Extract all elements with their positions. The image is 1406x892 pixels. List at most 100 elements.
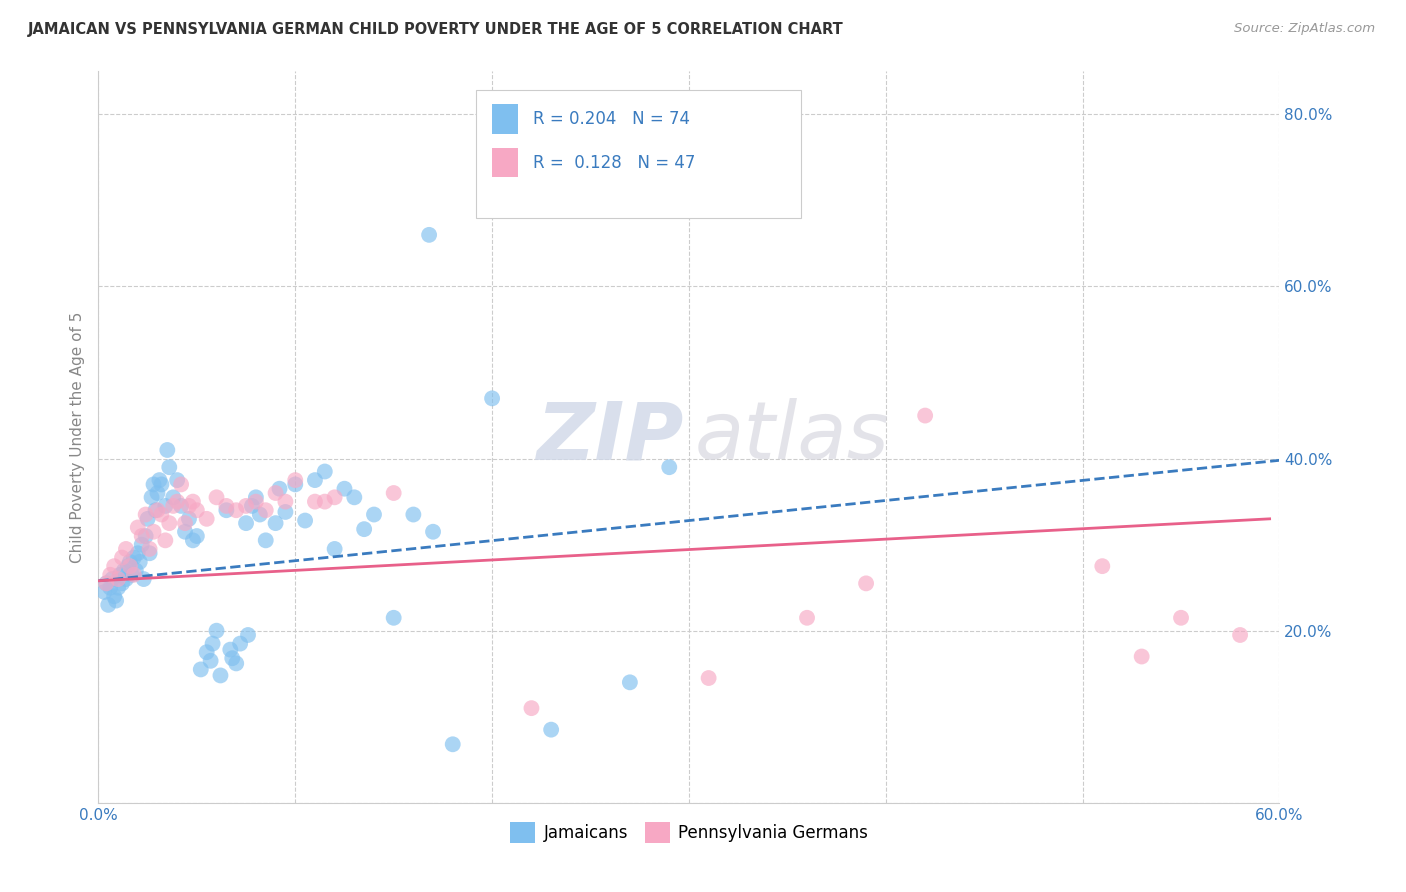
- Point: [111, 550, 134, 565]
- Point: [142, 524, 165, 539]
- Point: [150, 477, 173, 491]
- Text: atlas: atlas: [695, 398, 890, 476]
- Point: [201, 637, 224, 651]
- Point: [1170, 611, 1192, 625]
- Point: [264, 516, 287, 530]
- Bar: [492, 148, 517, 178]
- Point: [225, 503, 247, 517]
- Point: [146, 503, 169, 517]
- Point: [304, 473, 326, 487]
- Point: [107, 581, 129, 595]
- Point: [98, 581, 121, 595]
- Point: [166, 473, 188, 487]
- Point: [156, 442, 179, 457]
- Text: Source: ZipAtlas.com: Source: ZipAtlas.com: [1234, 22, 1375, 36]
- Point: [103, 589, 125, 603]
- Point: [136, 512, 159, 526]
- Text: R =  0.128   N = 47: R = 0.128 N = 47: [533, 153, 696, 172]
- Point: [249, 508, 271, 522]
- Point: [174, 524, 197, 539]
- Point: [284, 473, 307, 487]
- Point: [235, 516, 257, 530]
- Point: [101, 572, 124, 586]
- Point: [333, 482, 356, 496]
- Point: [540, 723, 562, 737]
- Point: [215, 503, 238, 517]
- Point: [235, 499, 257, 513]
- Point: [115, 541, 138, 556]
- Point: [103, 559, 125, 574]
- Point: [138, 546, 160, 560]
- Point: [314, 465, 336, 479]
- Point: [117, 559, 139, 574]
- Y-axis label: Child Poverty Under the Age of 5: Child Poverty Under the Age of 5: [69, 311, 84, 563]
- Point: [240, 499, 263, 513]
- Point: [304, 494, 326, 508]
- Point: [145, 503, 167, 517]
- Point: [914, 409, 936, 423]
- Text: JAMAICAN VS PENNSYLVANIA GERMAN CHILD POVERTY UNDER THE AGE OF 5 CORRELATION CHA: JAMAICAN VS PENNSYLVANIA GERMAN CHILD PO…: [28, 22, 844, 37]
- Point: [162, 491, 184, 505]
- Point: [855, 576, 877, 591]
- Point: [229, 637, 252, 651]
- Point: [254, 533, 277, 548]
- Point: [195, 645, 218, 659]
- Point: [122, 550, 145, 565]
- Point: [186, 503, 208, 517]
- Point: [111, 576, 134, 591]
- Point: [125, 564, 148, 578]
- Point: [205, 624, 228, 638]
- Point: [96, 576, 118, 591]
- Point: [127, 520, 149, 534]
- Point: [245, 494, 267, 508]
- Point: [150, 508, 173, 522]
- Point: [170, 477, 193, 491]
- Point: [225, 657, 247, 671]
- Point: [132, 572, 155, 586]
- Point: [155, 499, 177, 513]
- Point: [205, 491, 228, 505]
- Point: [170, 499, 193, 513]
- Point: [98, 567, 121, 582]
- Point: [138, 541, 160, 556]
- Point: [418, 227, 440, 242]
- Text: ZIP: ZIP: [536, 398, 683, 476]
- Point: [619, 675, 641, 690]
- Point: [284, 477, 307, 491]
- Point: [146, 486, 169, 500]
- Text: R = 0.204   N = 74: R = 0.204 N = 74: [533, 110, 690, 128]
- Point: [121, 567, 143, 582]
- Point: [148, 473, 170, 487]
- Point: [274, 505, 297, 519]
- Point: [181, 533, 204, 548]
- Point: [162, 499, 184, 513]
- Point: [96, 576, 118, 591]
- Point: [97, 598, 120, 612]
- Point: [93, 585, 115, 599]
- Point: [274, 494, 297, 508]
- Point: [323, 541, 346, 556]
- Point: [118, 555, 141, 569]
- Point: [157, 516, 180, 530]
- Point: [105, 593, 128, 607]
- Point: [200, 654, 222, 668]
- Point: [697, 671, 720, 685]
- Point: [181, 494, 204, 508]
- Point: [209, 668, 232, 682]
- Point: [481, 392, 503, 406]
- Point: [796, 611, 818, 625]
- Point: [314, 494, 336, 508]
- Point: [1229, 628, 1251, 642]
- Point: [219, 642, 242, 657]
- Point: [215, 499, 238, 513]
- Point: [658, 460, 681, 475]
- Point: [186, 529, 208, 543]
- Point: [441, 737, 464, 751]
- Point: [343, 491, 366, 505]
- Point: [520, 701, 543, 715]
- Point: [294, 514, 316, 528]
- Point: [264, 486, 287, 500]
- Point: [107, 572, 129, 586]
- Point: [254, 503, 277, 517]
- Point: [127, 546, 149, 560]
